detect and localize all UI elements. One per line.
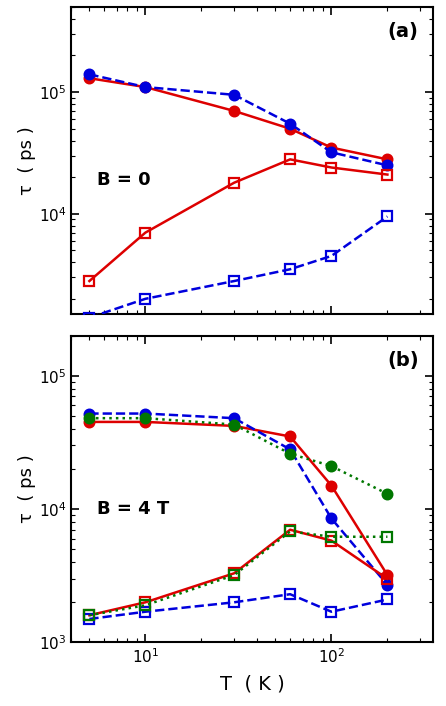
Y-axis label: τ  ( ps ): τ ( ps )	[18, 126, 36, 195]
Y-axis label: τ  ( ps ): τ ( ps )	[18, 455, 36, 523]
X-axis label: T  ( K ): T ( K )	[219, 674, 285, 693]
Text: (b): (b)	[388, 351, 419, 370]
Text: B = 4 T: B = 4 T	[97, 500, 169, 517]
Text: (a): (a)	[388, 23, 418, 42]
Text: B = 0: B = 0	[97, 171, 150, 189]
